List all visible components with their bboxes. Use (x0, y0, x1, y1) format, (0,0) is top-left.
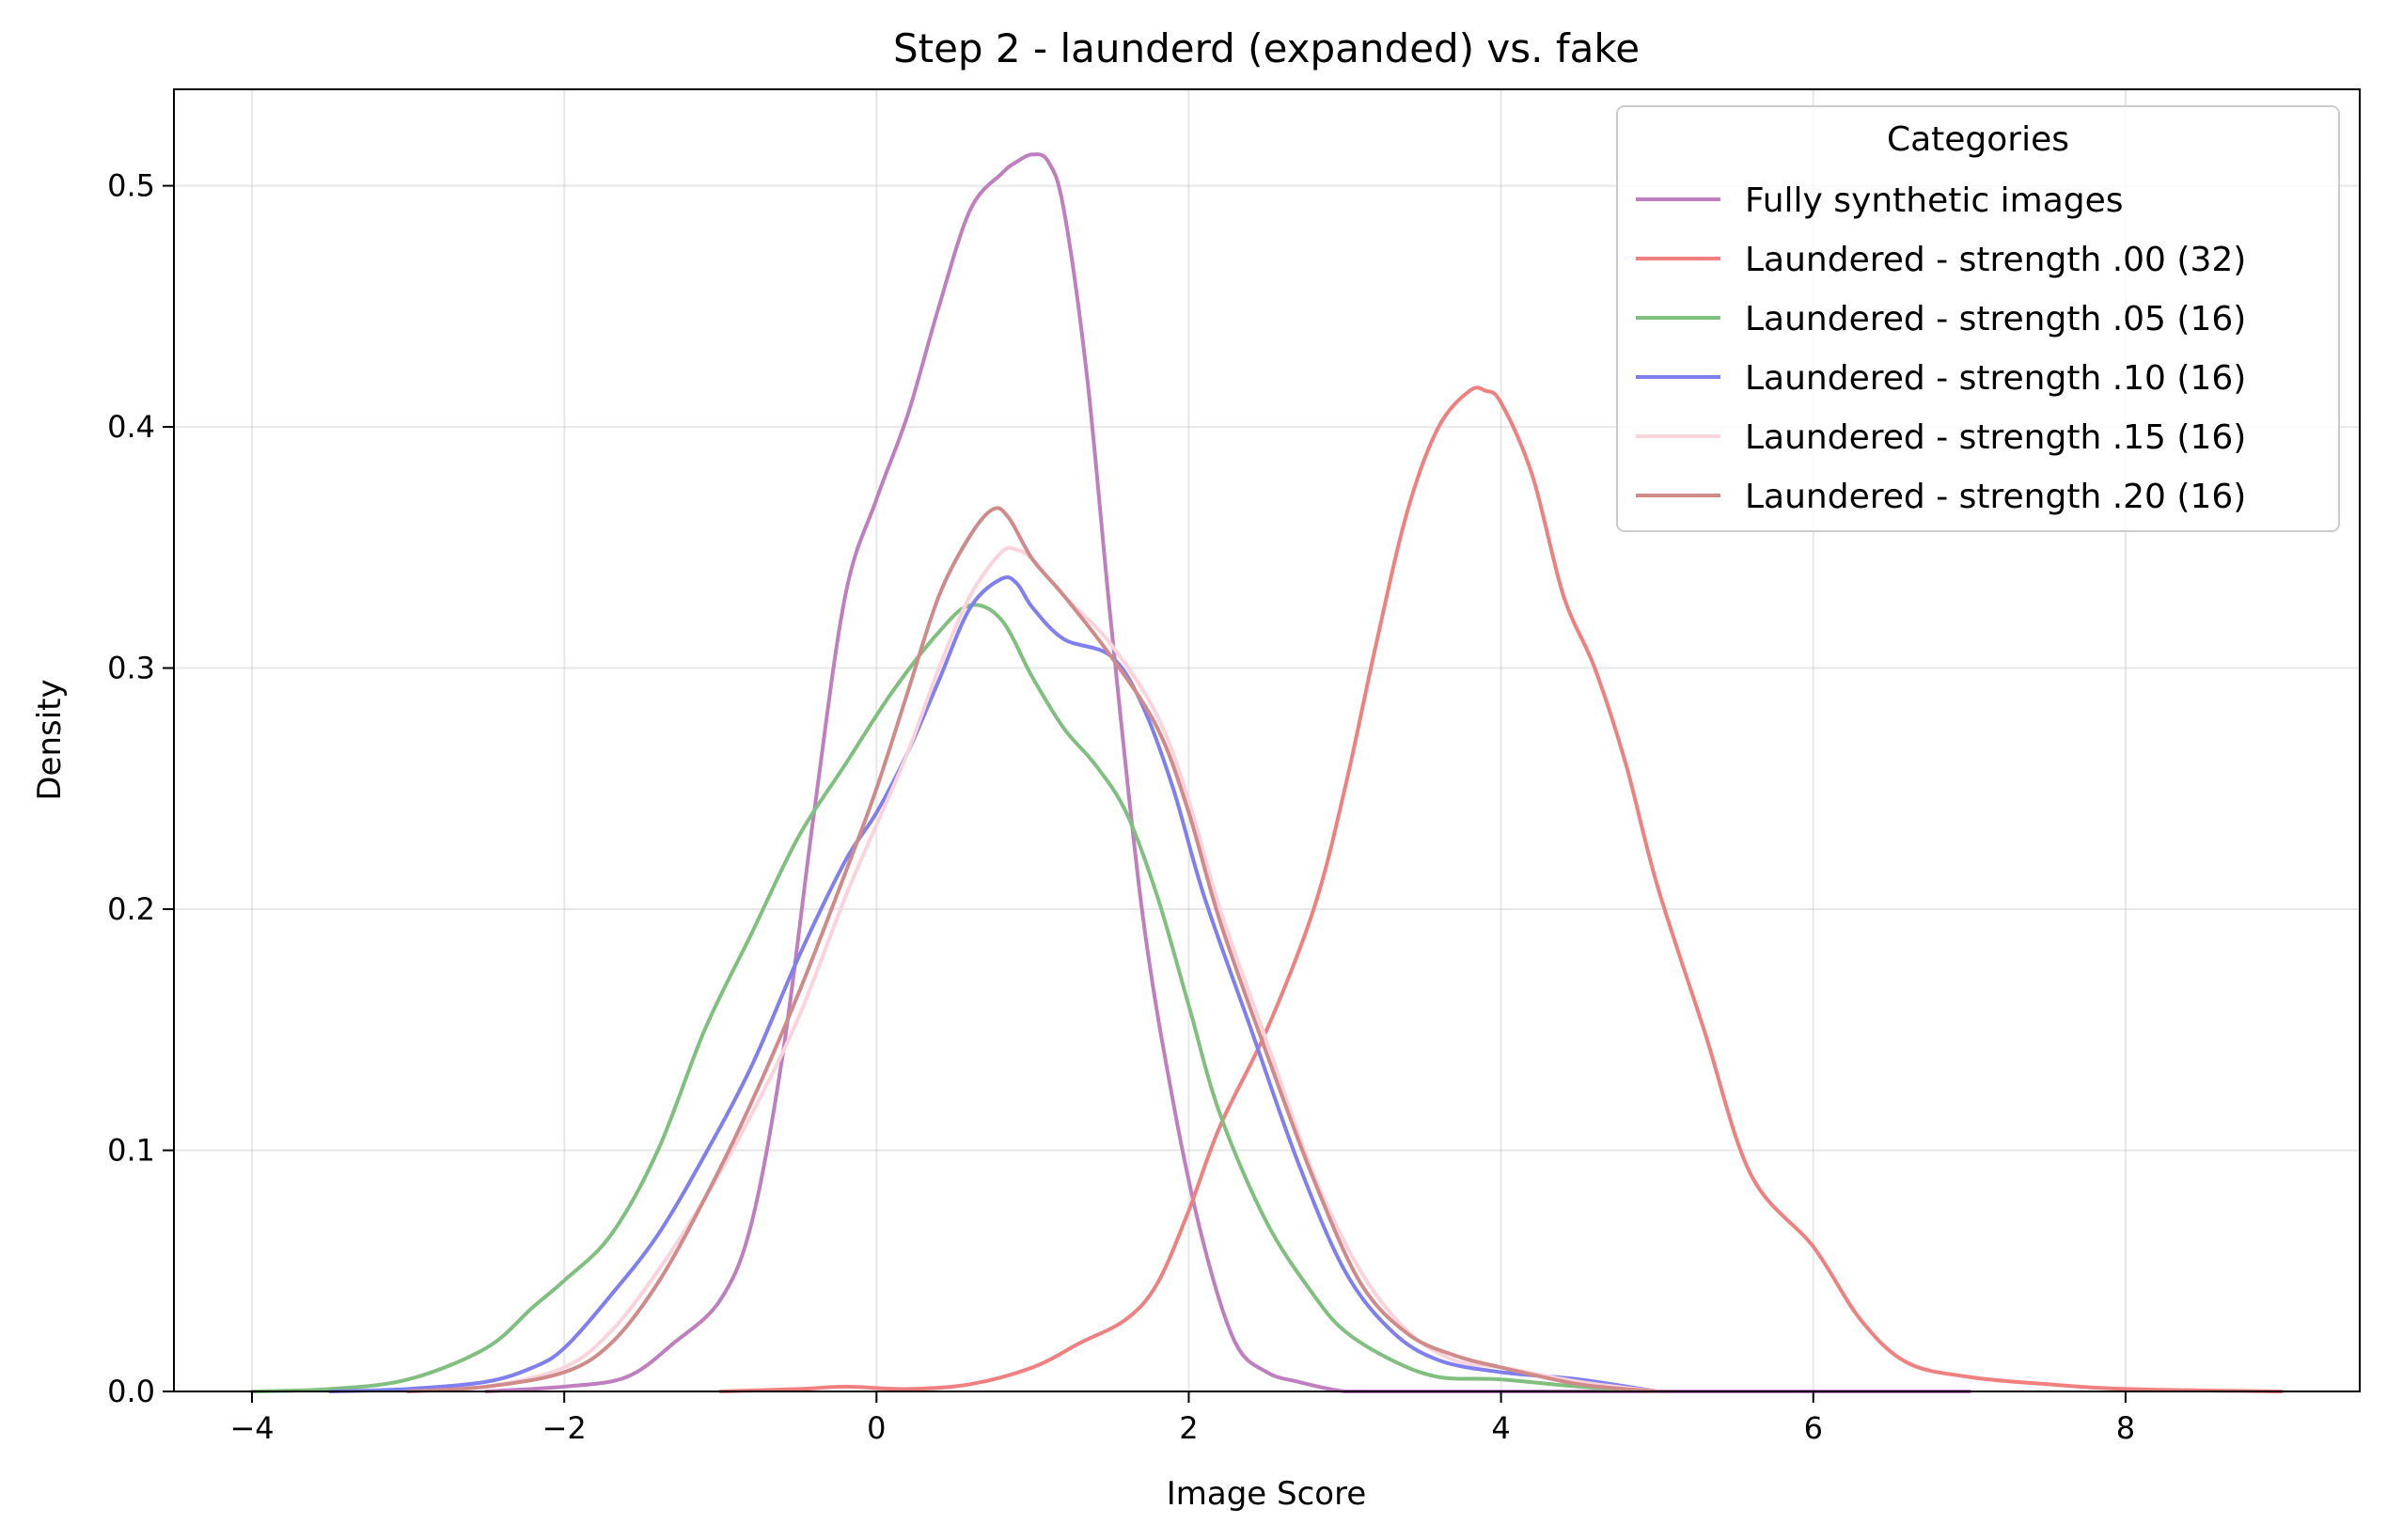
plot-frame (173, 88, 2361, 1392)
legend-label-1: Fully synthetic images (1745, 181, 2124, 220)
legend-title: Categories (1887, 120, 2069, 159)
legend: Categories Fully synthetic images Launder… (1616, 105, 2340, 532)
x-tick-label: −2 (542, 1410, 587, 1446)
y-axis-label: Density (31, 679, 69, 800)
y-tick-label: 0.4 (107, 409, 155, 445)
x-tick-label: 4 (1491, 1410, 1510, 1446)
series-line-3 (250, 603, 1659, 1393)
legend-label-6: Laundered - strength .20 (16) (1745, 478, 2246, 516)
legend-label-4: Laundered - strength .10 (16) (1745, 359, 2246, 398)
legend-box (1616, 105, 2340, 532)
y-axis: 0.0 0.1 0.2 0.3 0.4 0.5 (107, 168, 174, 1409)
chart-title: Step 2 - launderd (expanded) vs. fake (893, 25, 1640, 71)
x-tick-label: 2 (1179, 1410, 1198, 1446)
legend-items: Fully synthetic images Laundered - streng… (1636, 181, 2246, 516)
x-axis: −4 −2 0 2 4 6 8 (229, 1391, 2135, 1446)
series-line-6 (406, 506, 1659, 1393)
y-tick-label: 0.0 (107, 1374, 155, 1409)
x-tick-label: 8 (2116, 1410, 2135, 1446)
y-tick-label: 0.5 (107, 168, 155, 204)
legend-label-3: Laundered - strength .05 (16) (1745, 300, 2246, 338)
y-tick-label: 0.2 (107, 891, 155, 927)
x-axis-label: Image Score (1167, 1475, 1367, 1513)
x-tick-label: 6 (1804, 1410, 1823, 1446)
x-tick-label: −4 (229, 1410, 274, 1446)
legend-label-5: Laundered - strength .15 (16) (1745, 418, 2246, 457)
legend-label-2: Laundered - strength .00 (32) (1745, 241, 2246, 279)
series-line-4 (328, 574, 1659, 1393)
y-tick-label: 0.3 (107, 651, 155, 686)
series-line-2 (718, 385, 2284, 1393)
x-tick-label: 0 (867, 1410, 886, 1446)
y-tick-label: 0.1 (107, 1133, 155, 1169)
